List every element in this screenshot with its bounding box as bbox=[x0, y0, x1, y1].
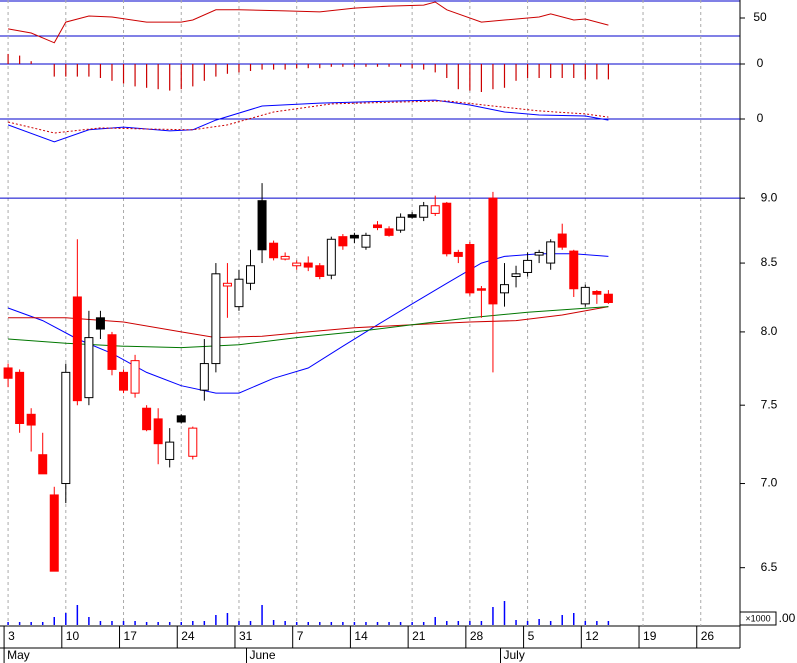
candle-body bbox=[488, 197, 498, 305]
candle-body bbox=[419, 205, 429, 218]
volume-axis-label: .00 bbox=[779, 611, 796, 625]
candle-body bbox=[234, 278, 244, 308]
candle-body bbox=[165, 441, 175, 460]
candle-body bbox=[603, 293, 613, 303]
x-tick-label: 17 bbox=[124, 629, 138, 643]
candle-body bbox=[361, 234, 371, 248]
candle-body bbox=[315, 265, 325, 278]
candle-body bbox=[373, 224, 383, 229]
candle-body bbox=[407, 214, 417, 218]
candle-body bbox=[453, 251, 463, 257]
candle-body bbox=[592, 290, 602, 295]
candle-body bbox=[269, 242, 279, 259]
candle-body bbox=[280, 255, 290, 260]
candle-body bbox=[546, 241, 556, 264]
candle-body bbox=[523, 259, 533, 273]
candle-body bbox=[199, 363, 209, 391]
x-tick-label: 12 bbox=[585, 629, 599, 643]
candle-body bbox=[84, 337, 94, 399]
candle-body bbox=[130, 360, 140, 394]
candle-body bbox=[119, 371, 129, 391]
candle-body bbox=[211, 273, 221, 365]
candle-body bbox=[326, 238, 336, 276]
candle-body bbox=[38, 454, 48, 475]
candle-body bbox=[303, 262, 313, 268]
candle-body bbox=[557, 233, 567, 248]
candle-body bbox=[188, 427, 198, 457]
candle-body bbox=[580, 286, 590, 305]
y-tick-label: 7.5 bbox=[761, 397, 778, 411]
volume-unit: ×1000 bbox=[745, 613, 770, 623]
candle-body bbox=[142, 407, 152, 431]
candle-body bbox=[246, 265, 256, 284]
candle-body bbox=[338, 236, 348, 247]
candle-body bbox=[442, 202, 452, 255]
x-tick-label: 7 bbox=[297, 629, 304, 643]
month-label: July bbox=[503, 648, 524, 662]
candle-body bbox=[476, 288, 486, 291]
y-tick-label: 0 bbox=[757, 56, 764, 70]
x-tick-label: 26 bbox=[701, 629, 715, 643]
candle-body bbox=[396, 216, 406, 231]
x-tick-label: 21 bbox=[412, 629, 426, 643]
moving-average bbox=[8, 306, 609, 339]
month-label: May bbox=[7, 648, 30, 662]
candle-body bbox=[499, 284, 509, 294]
candle-body bbox=[511, 273, 521, 278]
candle-body bbox=[384, 228, 394, 236]
y-tick-label: 50 bbox=[753, 10, 767, 24]
candle-body bbox=[153, 418, 163, 445]
candle-body bbox=[72, 296, 82, 402]
x-tick-label: 5 bbox=[528, 629, 535, 643]
unit-box bbox=[739, 611, 777, 626]
macd-line bbox=[7, 99, 609, 143]
x-tick-label: 31 bbox=[239, 629, 253, 643]
candle-body bbox=[107, 334, 117, 370]
x-tick-label: 14 bbox=[354, 629, 368, 643]
macd-line bbox=[7, 100, 609, 134]
candle-body bbox=[534, 251, 544, 256]
x-tick-label: 10 bbox=[66, 629, 80, 643]
candle-body bbox=[61, 371, 71, 485]
candle-body bbox=[3, 367, 13, 379]
candle-body bbox=[49, 494, 59, 572]
candle-body bbox=[349, 234, 359, 239]
candle-body bbox=[257, 200, 267, 251]
moving-average bbox=[8, 306, 609, 349]
candle-body bbox=[569, 250, 579, 290]
candle-body bbox=[292, 262, 302, 267]
candle-body bbox=[26, 413, 36, 426]
x-tick-label: 24 bbox=[181, 629, 195, 643]
y-tick-label: 0 bbox=[757, 111, 764, 125]
y-tick-label: 6.5 bbox=[761, 560, 778, 574]
y-tick-label: 7.0 bbox=[761, 476, 778, 490]
y-tick-label: 8.0 bbox=[761, 324, 778, 338]
x-tick-label: 19 bbox=[643, 629, 657, 643]
indicator-line bbox=[8, 1, 609, 44]
candle-body bbox=[465, 244, 475, 294]
candle-body bbox=[15, 371, 25, 425]
y-tick-label: 9.0 bbox=[761, 190, 778, 204]
x-tick-label: 3 bbox=[8, 629, 15, 643]
candle-body bbox=[176, 415, 186, 423]
candle-body bbox=[222, 282, 232, 287]
y-tick-label: 8.5 bbox=[761, 255, 778, 269]
x-tick-label: 28 bbox=[470, 629, 484, 643]
month-label: June bbox=[250, 648, 276, 662]
candle-body bbox=[95, 317, 105, 330]
candle-body bbox=[430, 205, 440, 214]
